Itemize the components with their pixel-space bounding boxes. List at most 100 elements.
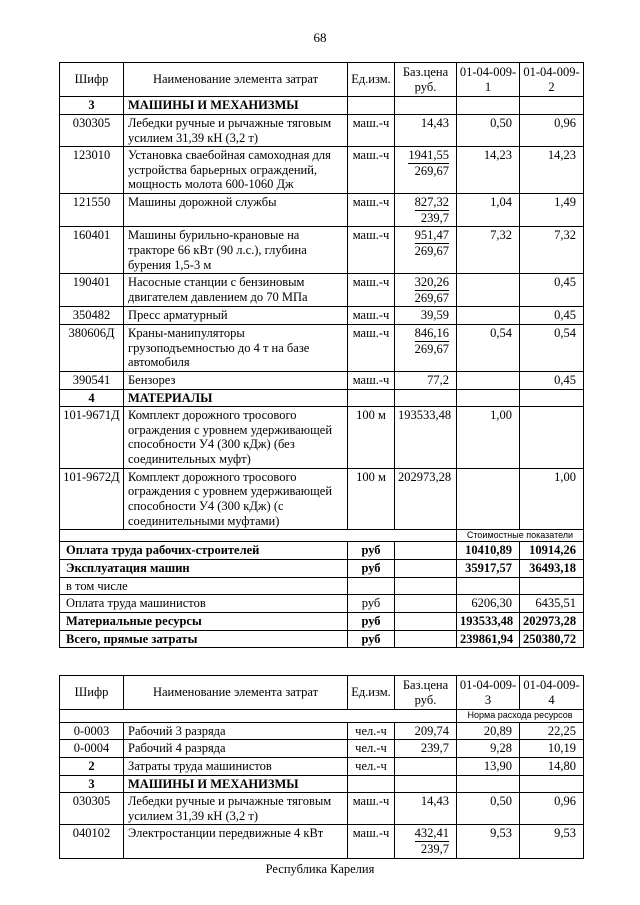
value-cell bbox=[456, 388, 520, 408]
table-row: 4 МАТЕРИАЛЫ bbox=[59, 388, 584, 408]
item-name: Бензорез bbox=[123, 370, 348, 390]
price-cell: 432,41 239,7 bbox=[394, 824, 457, 859]
value-cell bbox=[519, 774, 584, 794]
table-row: Стоимостные показатели bbox=[59, 529, 584, 543]
page-footer: Республика Карелия bbox=[265, 862, 375, 876]
value-cell: 10914,26 bbox=[519, 541, 584, 560]
section-name: МАШИНЫ И МЕХАНИЗМЫ bbox=[123, 96, 348, 115]
value-cell bbox=[519, 406, 584, 469]
unit-cell: руб bbox=[347, 611, 395, 631]
value-cell: 10,19 bbox=[519, 739, 584, 758]
value-cell: 6206,30 bbox=[456, 594, 520, 613]
spacer-cell bbox=[59, 709, 457, 723]
unit-cell bbox=[347, 388, 395, 408]
header-row: Шифр Наименование элемента затрат Ед.изм. Б… bbox=[59, 675, 584, 711]
estimate-table-1: Шифр Наименование элемента затрат Ед.изм. Б… bbox=[59, 61, 584, 649]
item-name: Лебедки ручные и рычажные тяговым усилие… bbox=[123, 113, 348, 148]
table-row: 123010 Установка сваебойная самоходная дл… bbox=[59, 146, 584, 194]
column-header: Шифр bbox=[59, 61, 124, 98]
value-cell: 1,00 bbox=[456, 406, 520, 469]
item-code: 121550 bbox=[59, 192, 124, 228]
table-row: Эксплуатация машин руб 35917,57 36493,18 bbox=[59, 559, 584, 578]
price-cell bbox=[394, 96, 457, 115]
item-code: 190401 bbox=[59, 273, 124, 308]
table-row: 190401 Насосные станции с бензиновым двиг… bbox=[59, 273, 584, 308]
price-cell: 14,43 bbox=[394, 113, 457, 148]
summary-name: Эксплуатация машин bbox=[59, 559, 348, 578]
item-name: Комплект дорожного тросового ограждения … bbox=[123, 406, 348, 469]
value-cell: 1,49 bbox=[519, 192, 584, 228]
table-row: 030305 Лебедки ручные и рычажные тяговым … bbox=[59, 792, 584, 826]
table-row: 030305 Лебедки ручные и рычажные тяговым … bbox=[59, 113, 584, 148]
price-numerator: 846,16 bbox=[414, 326, 449, 342]
price-cell bbox=[394, 774, 457, 794]
value-cell: 9,28 bbox=[456, 739, 520, 758]
item-name: Рабочий 3 разряда bbox=[123, 721, 348, 741]
item-code: 040102 bbox=[59, 824, 124, 859]
estimate-table-2: Шифр Наименование элемента затрат Ед.изм. Б… bbox=[59, 675, 584, 859]
table-row: 0-0004 Рабочий 4 разряда чел.-ч 239,7 9,28 10… bbox=[59, 739, 584, 758]
section-code: 3 bbox=[59, 774, 124, 794]
price-cell: 951,47 269,67 bbox=[394, 226, 457, 275]
unit-cell: маш.-ч bbox=[347, 146, 395, 194]
unit-cell: маш.-ч bbox=[347, 792, 395, 826]
unit-cell: чел.-ч bbox=[347, 756, 395, 776]
item-name: Краны-манипуляторы грузоподъемностью до … bbox=[123, 324, 348, 372]
table-row: 160401 Машины бурильно-крановые на тракто… bbox=[59, 226, 584, 275]
column-header: Шифр bbox=[59, 675, 124, 711]
price-cell bbox=[394, 594, 457, 613]
value-cell: 0,45 bbox=[519, 273, 584, 308]
price-denominator: 269,67 bbox=[414, 243, 449, 258]
summary-name: Оплата труда рабочих-строителей bbox=[59, 541, 348, 560]
section-code: 3 bbox=[59, 96, 124, 115]
value-cell: 0,50 bbox=[456, 113, 520, 148]
table-row: 380606Д Краны-манипуляторы грузоподъемнос… bbox=[59, 324, 584, 372]
page-number: 68 bbox=[313, 30, 327, 45]
price-cell bbox=[394, 576, 457, 596]
item-code: 0-0004 bbox=[59, 739, 124, 758]
value-cell: 202973,28 bbox=[519, 611, 584, 631]
table-row: 3 МАШИНЫ И МЕХАНИЗМЫ bbox=[59, 774, 584, 794]
value-cell: 9,53 bbox=[519, 824, 584, 859]
value-cell: 9,53 bbox=[456, 824, 520, 859]
table-row: Оплата труда рабочих-строителей руб 10410,… bbox=[59, 541, 584, 560]
table-row: 2 Затраты труда машинистов чел.-ч 13,90 14,8… bbox=[59, 756, 584, 776]
value-cell: 193533,48 bbox=[456, 611, 520, 631]
item-name: Установка сваебойная самоходная для устр… bbox=[123, 146, 348, 194]
table-row: 101-9671Д Комплект дорожного тросового ог… bbox=[59, 406, 584, 469]
unit-cell bbox=[347, 576, 395, 596]
value-cell: 13,90 bbox=[456, 756, 520, 776]
table-row: Норма расхода ресурсов bbox=[59, 709, 584, 723]
value-cell bbox=[456, 774, 520, 794]
value-cell: 7,32 bbox=[456, 226, 520, 275]
value-cell: 0,45 bbox=[519, 370, 584, 390]
summary-name: Оплата труда машинистов bbox=[59, 594, 348, 613]
item-name: Машины дорожной службы bbox=[123, 192, 348, 228]
value-cell: 1,04 bbox=[456, 192, 520, 228]
unit-cell: руб bbox=[347, 541, 395, 560]
price-cell: 846,16 269,67 bbox=[394, 324, 457, 372]
unit-cell: руб bbox=[347, 559, 395, 578]
unit-cell: маш.-ч bbox=[347, 370, 395, 390]
column-header: 01-04-009-3 bbox=[456, 675, 520, 711]
value-cell bbox=[456, 576, 520, 596]
value-cell: 36493,18 bbox=[519, 559, 584, 578]
column-header: 01-04-009-4 bbox=[519, 675, 584, 711]
summary-name: в том числе bbox=[59, 576, 348, 596]
header-row: Шифр Наименование элемента затрат Ед.изм. Б… bbox=[59, 61, 584, 98]
column-header: Наименование элемента затрат bbox=[123, 675, 348, 711]
price-cell bbox=[394, 541, 457, 560]
item-name: Комплект дорожного тросового ограждения … bbox=[123, 467, 348, 531]
price-denominator: 269,67 bbox=[414, 341, 449, 356]
column-header: Баз.цена руб. bbox=[394, 61, 457, 98]
column-header: Наименование элемента затрат bbox=[123, 61, 348, 98]
table-row: Материальные ресурсы руб 193533,48 202973,2… bbox=[59, 611, 584, 631]
price-cell: 77,2 bbox=[394, 370, 457, 390]
unit-cell: маш.-ч bbox=[347, 306, 395, 325]
price-denominator: 239,7 bbox=[420, 842, 449, 856]
value-cell bbox=[519, 388, 584, 408]
price-denominator: 269,67 bbox=[414, 290, 449, 305]
summary-name: Материальные ресурсы bbox=[59, 611, 348, 631]
table-row: Всего, прямые затраты руб 239861,94 250380,… bbox=[59, 629, 584, 649]
price-cell: 239,7 bbox=[394, 739, 457, 758]
